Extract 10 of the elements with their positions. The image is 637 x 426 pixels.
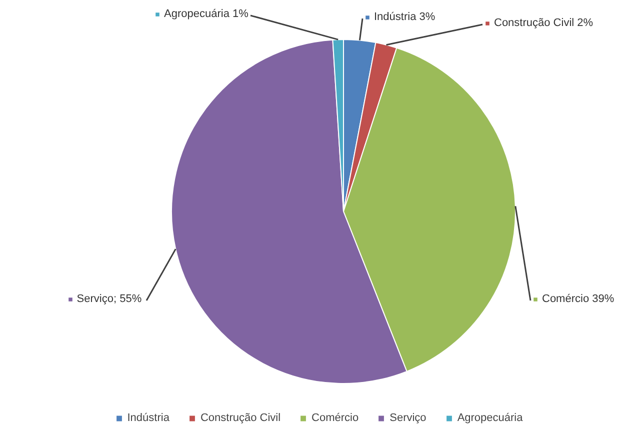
data-label: Indústria 3% [374,10,436,24]
legend-label: Indústria [127,412,170,424]
data-label: Agropecuária 1% [164,7,248,21]
data-label: Construção Civil 2% [494,16,594,30]
data-label: Serviço; 55% [76,292,142,306]
legend-label: Construção Civil [200,412,281,424]
legend-label: Comércio [312,412,359,424]
legend-label: Serviço [390,412,426,424]
legend-label: Agropecuária [457,412,523,424]
data-label: Comércio 39% [542,292,614,306]
